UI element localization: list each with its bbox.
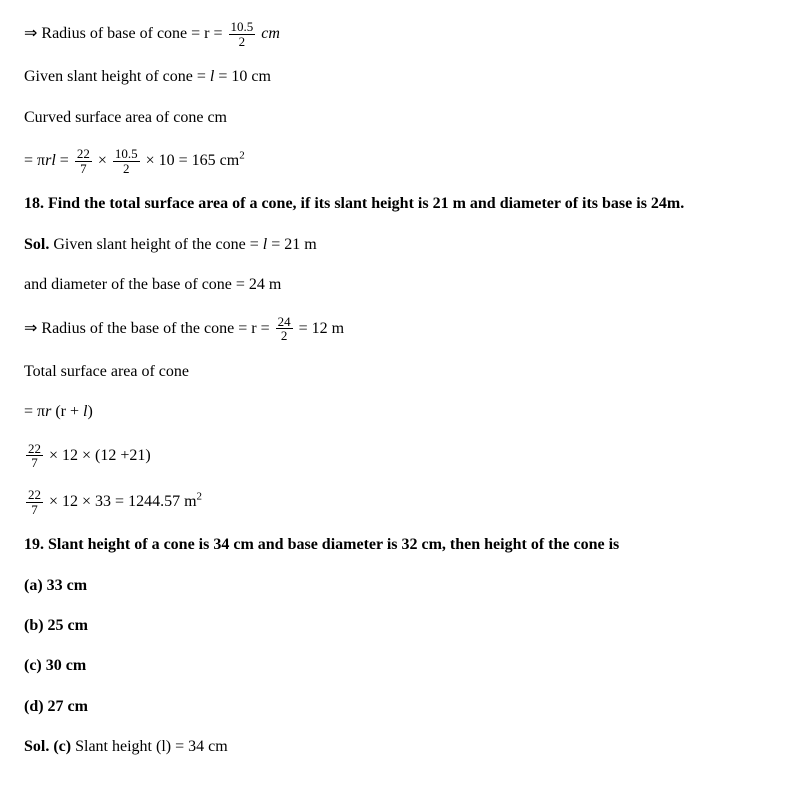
text: ⇒ Radius of the base of the cone = r = bbox=[24, 319, 274, 336]
denominator: 7 bbox=[26, 503, 43, 517]
text: ) bbox=[87, 403, 92, 420]
text: = 10 cm bbox=[214, 68, 271, 85]
text: 18. Find the total surface area of a con… bbox=[24, 195, 684, 212]
line-radius-cone: ⇒ Radius of base of cone = r = 10.52 cm bbox=[24, 20, 784, 48]
solution-18-g: 227 × 12 × 33 = 1244.57 m2 bbox=[24, 488, 784, 516]
var-rl: rl bbox=[45, 152, 56, 169]
fraction: 227 bbox=[26, 442, 43, 470]
line-csa-label: Curved surface area of cone cm bbox=[24, 107, 784, 129]
solution-18-b: and diameter of the base of cone = 24 m bbox=[24, 274, 784, 296]
question-18: 18. Find the total surface area of a con… bbox=[24, 193, 784, 215]
line-csa-calc: = πrl = 227 × 10.52 × 10 = 165 cm2 bbox=[24, 147, 784, 175]
solution-19: Sol. (c) Slant height (l) = 34 cm bbox=[24, 736, 784, 758]
text: Curved surface area of cone cm bbox=[24, 109, 227, 126]
solution-18-e: = πr (r + l) bbox=[24, 401, 784, 423]
text: × 10 = 165 cm bbox=[142, 152, 240, 169]
denominator: 7 bbox=[26, 456, 43, 470]
text: (c) 30 cm bbox=[24, 657, 86, 674]
denominator: 7 bbox=[75, 162, 92, 176]
numerator: 22 bbox=[26, 488, 43, 503]
fraction: 227 bbox=[75, 147, 92, 175]
line-slant-height: Given slant height of cone = l = 10 cm bbox=[24, 66, 784, 88]
text: 19. Slant height of a cone is 34 cm and … bbox=[24, 536, 619, 553]
text: × bbox=[94, 152, 111, 169]
text: = 12 m bbox=[295, 319, 344, 336]
numerator: 10.5 bbox=[229, 20, 256, 35]
text: (b) 25 cm bbox=[24, 617, 88, 634]
option-c: (c) 30 cm bbox=[24, 655, 784, 677]
denominator: 2 bbox=[113, 162, 140, 176]
numerator: 22 bbox=[75, 147, 92, 162]
solution-18-c: ⇒ Radius of the base of the cone = r = 2… bbox=[24, 315, 784, 343]
sup: 2 bbox=[197, 490, 203, 502]
option-d: (d) 27 cm bbox=[24, 696, 784, 718]
text: = π bbox=[24, 403, 45, 420]
text: = bbox=[56, 152, 73, 169]
text: and diameter of the base of cone = 24 m bbox=[24, 276, 281, 293]
fraction: 10.52 bbox=[229, 20, 256, 48]
sup: 2 bbox=[239, 150, 245, 162]
text: Given slant height of cone = bbox=[24, 68, 210, 85]
numerator: 24 bbox=[276, 315, 293, 330]
numerator: 22 bbox=[26, 442, 43, 457]
text: = π bbox=[24, 152, 45, 169]
unit: cm bbox=[261, 25, 280, 42]
text: (a) 33 cm bbox=[24, 577, 87, 594]
option-b: (b) 25 cm bbox=[24, 615, 784, 637]
text: (r + bbox=[51, 403, 83, 420]
text: (d) 27 cm bbox=[24, 698, 88, 715]
denominator: 2 bbox=[229, 35, 256, 49]
text: × 12 × 33 = 1244.57 m bbox=[45, 493, 197, 510]
solution-18-f: 227 × 12 × (12 +21) bbox=[24, 442, 784, 470]
text: ⇒ Radius of base of cone = r = bbox=[24, 25, 227, 42]
text: Slant height (l) = 34 cm bbox=[71, 738, 228, 755]
solution-18-a: Sol. Given slant height of the cone = l … bbox=[24, 234, 784, 256]
option-a: (a) 33 cm bbox=[24, 575, 784, 597]
text: Total surface area of cone bbox=[24, 363, 189, 380]
sol-label: Sol. bbox=[24, 236, 49, 253]
text: = 21 m bbox=[267, 236, 316, 253]
solution-18-d: Total surface area of cone bbox=[24, 361, 784, 383]
denominator: 2 bbox=[276, 329, 293, 343]
text: Given slant height of the cone = bbox=[49, 236, 262, 253]
question-19: 19. Slant height of a cone is 34 cm and … bbox=[24, 534, 784, 556]
fraction: 10.52 bbox=[113, 147, 140, 175]
sol-label: Sol. (c) bbox=[24, 738, 71, 755]
numerator: 10.5 bbox=[113, 147, 140, 162]
text: × 12 × (12 +21) bbox=[45, 446, 151, 463]
fraction: 242 bbox=[276, 315, 293, 343]
fraction: 227 bbox=[26, 488, 43, 516]
